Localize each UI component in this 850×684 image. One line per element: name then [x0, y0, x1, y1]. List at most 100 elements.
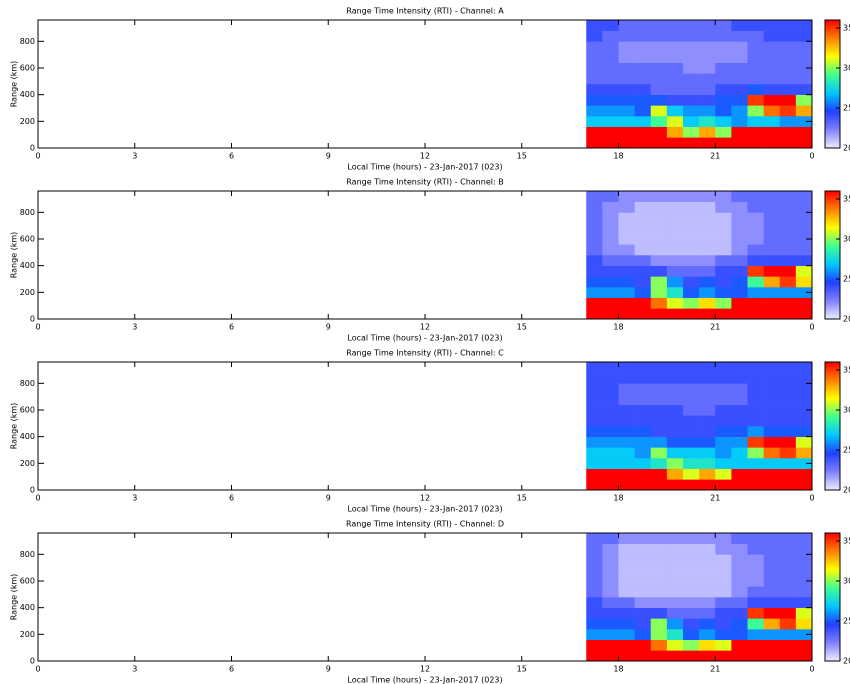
heatmap-cell [683, 554, 700, 566]
heatmap-cell [602, 575, 619, 587]
heatmap-cell [602, 394, 619, 405]
heatmap-cell [586, 297, 603, 309]
heatmap-cell [650, 223, 668, 234]
heatmap-cell [683, 565, 700, 576]
heatmap-cell [683, 468, 700, 480]
heatmap-cell [731, 458, 748, 469]
heatmap-cell [666, 20, 684, 31]
heatmap-cell [715, 415, 732, 427]
heatmap-cell [586, 233, 603, 245]
heatmap-cell [602, 479, 619, 491]
heatmap-cell [650, 629, 668, 640]
heatmap-cell [779, 84, 797, 95]
heatmap-cell [586, 372, 603, 384]
heatmap-cell [683, 394, 700, 405]
heatmap-cell [699, 233, 716, 245]
y-tick-label: 800 [20, 37, 35, 46]
heatmap-cell [666, 650, 684, 662]
x-tick-label: 0 [35, 665, 40, 674]
heatmap-cell [779, 126, 797, 138]
heatmap-cell [747, 84, 764, 95]
heatmap-cell [779, 607, 797, 619]
x-tick-label: 18 [613, 494, 623, 503]
heatmap-cell [747, 436, 764, 448]
heatmap-cell [699, 447, 716, 459]
heatmap-cell [586, 94, 603, 106]
heatmap-cell [763, 362, 781, 373]
heatmap-cell [618, 41, 635, 53]
heatmap-cell [763, 629, 781, 640]
heatmap-cell [586, 116, 603, 127]
colorbar-tick-label: 25 [843, 617, 850, 626]
heatmap-cell [715, 41, 732, 53]
heatmap-cell [747, 639, 764, 651]
heatmap-cell [747, 276, 764, 288]
colorbar-tick-label: 30 [843, 577, 850, 586]
panel-title: Range Time Intensity (RTI) - Channel: D [346, 520, 504, 529]
heatmap-cell [699, 639, 716, 651]
heatmap-cell [795, 244, 813, 256]
heatmap-cell [602, 533, 619, 544]
heatmap-cell [634, 458, 652, 469]
heatmap-cell [699, 533, 716, 544]
heatmap-cell [602, 62, 619, 74]
heatmap-cell [715, 543, 732, 555]
heatmap-cell [586, 468, 603, 480]
heatmap-cell [683, 105, 700, 117]
heatmap-cell [586, 447, 603, 459]
heatmap-cell [731, 276, 748, 288]
heatmap-cell [602, 287, 619, 298]
heatmap-cell [634, 276, 652, 288]
heatmap-cell [602, 191, 619, 202]
heatmap-cell [747, 265, 764, 277]
heatmap-cell [747, 565, 764, 576]
heatmap-cell [618, 372, 635, 384]
heatmap-cell [779, 52, 797, 63]
heatmap-cell [586, 479, 603, 491]
heatmap-cell [586, 629, 603, 640]
heatmap-cell [763, 468, 781, 480]
heatmap-cell [586, 244, 603, 256]
colorbar [824, 190, 841, 320]
heatmap-cell [634, 533, 652, 544]
heatmap-cell [683, 618, 700, 630]
heatmap-cell [586, 73, 603, 85]
heatmap-cell [586, 554, 603, 566]
heatmap-cell [699, 436, 716, 448]
heatmap-cell [650, 426, 668, 437]
heatmap-cell [795, 20, 813, 31]
heatmap-cell [683, 597, 700, 608]
heatmap-cell [779, 565, 797, 576]
heatmap-cell [699, 84, 716, 95]
heatmap-cell [666, 543, 684, 555]
heatmap-cell [602, 618, 619, 630]
heatmap-cell [747, 468, 764, 480]
heatmap-cell [779, 447, 797, 459]
heatmap-cell [731, 597, 748, 608]
heatmap-cell [666, 297, 684, 309]
heatmap-cell [666, 586, 684, 598]
heatmap-cell [683, 73, 700, 85]
heatmap-cell [731, 479, 748, 491]
heatmap-cell [779, 458, 797, 469]
heatmap-cell [683, 126, 700, 138]
heatmap-cell [731, 468, 748, 480]
heatmap-cell [618, 201, 635, 213]
heatmap-cell [586, 533, 603, 544]
heatmap-cell [731, 191, 748, 202]
colorbar-tick-label: 30 [843, 235, 850, 244]
heatmap-cell [763, 543, 781, 555]
heatmap-cell [586, 404, 603, 416]
heatmap-cell [618, 426, 635, 437]
heatmap-cell [618, 586, 635, 598]
heatmap-cell [666, 533, 684, 544]
heatmap-cell [602, 447, 619, 459]
y-tick-label: 800 [20, 550, 35, 559]
heatmap-cell [602, 597, 619, 608]
x-tick-label: 21 [710, 323, 720, 332]
heatmap-cell [731, 84, 748, 95]
heatmap-cell [779, 554, 797, 566]
heatmap-cell [602, 223, 619, 234]
heatmap-cell [683, 41, 700, 53]
heatmap-cell [731, 426, 748, 437]
